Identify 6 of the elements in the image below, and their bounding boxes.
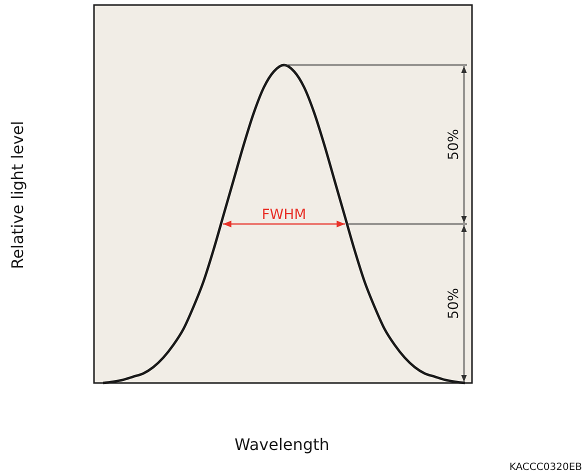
annotation: 50% [446, 128, 462, 160]
annotation: 50% [446, 288, 462, 320]
text: KACCC0320EB [509, 462, 582, 473]
x-axis-title: Wavelength [234, 435, 330, 454]
annotation: FWHM [262, 207, 306, 223]
y-axis-title: Relative light level [8, 120, 27, 270]
